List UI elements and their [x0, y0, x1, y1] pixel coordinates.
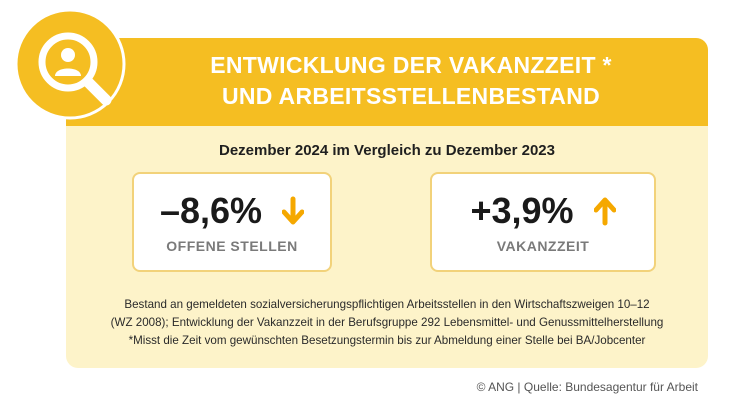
title-line-1: ENTWICKLUNG DER VAKANZZEIT * [210, 52, 612, 78]
card-header: ENTWICKLUNG DER VAKANZZEIT * UND ARBEITS… [66, 38, 708, 126]
stat-box-vacancy-time: +3,9% VAKANZZEIT [430, 172, 656, 272]
comparison-period: Dezember 2024 im Vergleich zu Dezember 2… [218, 142, 555, 159]
stat-value-vacancy-time: +3,9% [470, 190, 574, 232]
stat-box-open-positions: –8,6% OFFENE STELLEN [132, 172, 332, 272]
stat-value-container: +3,9% [432, 188, 654, 232]
footnote-line-2: (WZ 2008); Entwicklung der Vakanzzeit in… [110, 316, 664, 329]
stat-label-open-positions: OFFENE STELLEN [166, 238, 298, 254]
source-credit: © ANG | Quelle: Bundesagentur für Arbeit [476, 380, 698, 394]
title-line-2: UND ARBEITSSTELLENBESTAND [221, 83, 601, 109]
stat-value-open-positions: –8,6% [159, 190, 263, 232]
magnifier-person-icon [14, 8, 126, 120]
infographic-title: ENTWICKLUNG DER VAKANZZEIT * UND ARBEITS… [176, 50, 646, 112]
footnote-line-3: *Misst die Zeit vom gewünschten Besetzun… [128, 334, 646, 347]
stat-label-vacancy-time: VAKANZZEIT [496, 238, 590, 254]
footnotes: Bestand an gemeldeten sozialversicherung… [76, 296, 698, 350]
arrow-up-icon [593, 197, 616, 226]
stat-value-container: –8,6% [134, 188, 330, 232]
arrow-down-icon [282, 196, 305, 225]
footnote-line-1: Bestand an gemeldeten sozialversicherung… [124, 298, 650, 311]
